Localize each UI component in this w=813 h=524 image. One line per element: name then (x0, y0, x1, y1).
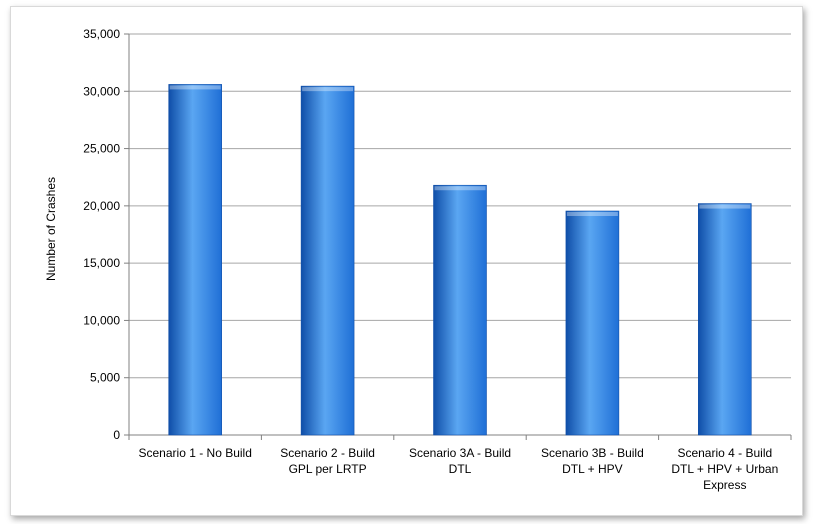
bar (168, 84, 222, 436)
bar-body (300, 85, 355, 436)
bar-body (433, 184, 487, 436)
y-tick-label: 5,000 (90, 371, 120, 385)
bar-highlight (566, 212, 618, 217)
x-tick-label: Scenario 3A - Build DTL (409, 446, 511, 476)
bars (168, 84, 752, 436)
y-tick-label: 25,000 (83, 142, 120, 156)
bar (300, 85, 355, 436)
y-tick-label: 20,000 (83, 199, 120, 213)
x-tick-labels: Scenario 1 - No Build Scenario 2 - Build G… (139, 446, 779, 492)
bar-body (168, 84, 222, 436)
y-tick-label: 35,000 (83, 27, 120, 41)
x-tick-label-line: Express (703, 478, 746, 492)
bar-chart: 0 5,000 10,000 15,000 20,000 25,000 30,000 35,0… (44, 27, 792, 492)
bar-highlight (434, 186, 486, 191)
x-tick-label: Scenario 4 - Build DTL + HPV + Urban Expre… (671, 446, 778, 492)
x-tick-label-line: DTL + HPV (562, 462, 623, 476)
x-tick-label-line: Scenario 3A - Build (409, 446, 511, 460)
y-tick-label: 0 (113, 428, 120, 442)
x-tick-label-line: DTL + HPV + Urban (671, 462, 778, 476)
y-tick-label: 10,000 (83, 313, 120, 327)
bar-highlight (302, 87, 354, 92)
bar (698, 203, 752, 436)
x-tick-label: Scenario 3B - Build DTL + HPV (541, 446, 644, 476)
chart-frame: 0 5,000 10,000 15,000 20,000 25,000 30,000 35,0… (10, 6, 803, 516)
x-tick-label: Scenario 2 - Build GPL per LRTP (280, 446, 375, 476)
y-axis-title: Number of Crashes (44, 177, 58, 281)
x-tick-label-line: GPL per LRTP (289, 462, 367, 476)
y-tick-label: 15,000 (83, 256, 120, 270)
x-tick-label-line: Scenario 2 - Build (280, 446, 375, 460)
x-tick-label-line: Scenario 3B - Build (541, 446, 644, 460)
x-tick-label: Scenario 1 - No Build (139, 446, 252, 460)
bar (565, 210, 620, 436)
bar-body (698, 203, 752, 436)
bar (433, 184, 487, 436)
y-tick-labels: 0 5,000 10,000 15,000 20,000 25,000 30,000 35,0… (83, 27, 120, 442)
bar-body (565, 210, 620, 436)
bar-highlight (169, 85, 221, 90)
y-tick-label: 30,000 (83, 84, 120, 98)
bar-highlight (699, 204, 751, 209)
x-tick-label-line: DTL (449, 462, 472, 476)
x-tick-label-line: Scenario 4 - Build (677, 446, 772, 460)
x-tick-label-line: Scenario 1 - No Build (139, 446, 252, 460)
